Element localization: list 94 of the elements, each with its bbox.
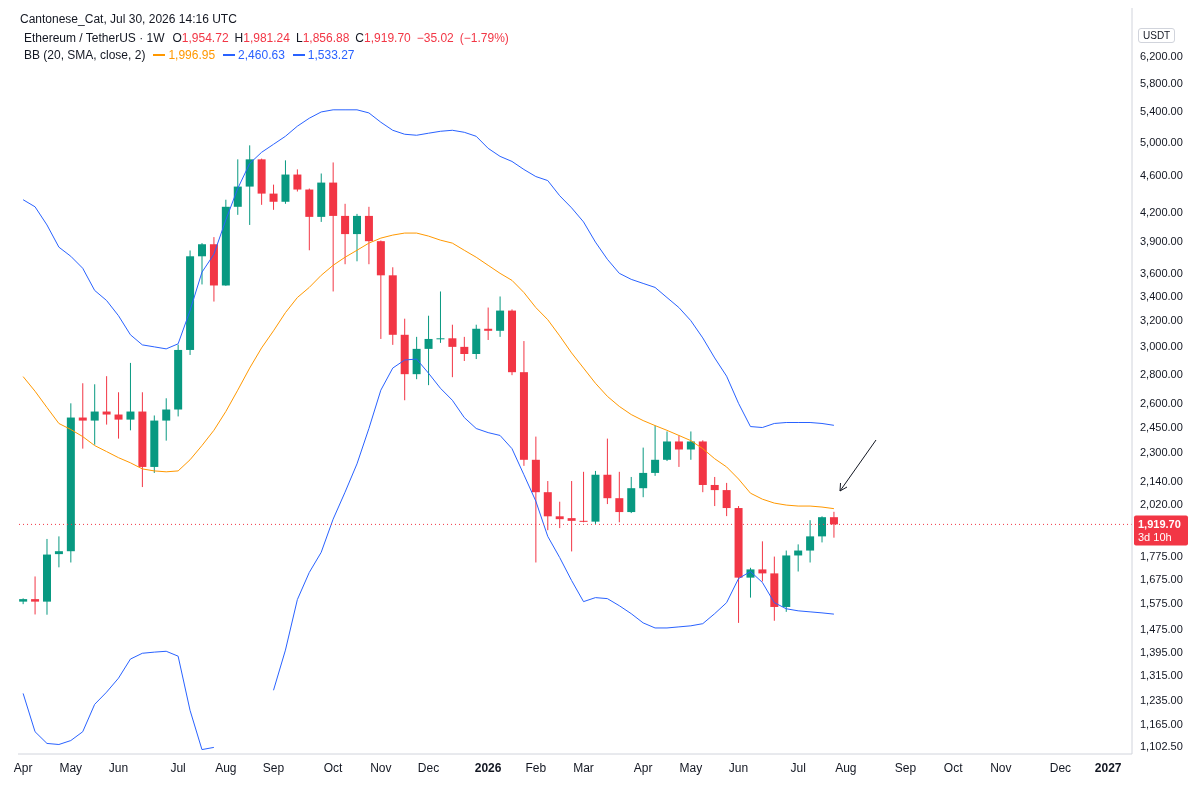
candlestick <box>353 213 362 262</box>
x-tick-label: Mar <box>573 761 594 775</box>
x-tick-label: Feb <box>525 761 547 775</box>
line-series <box>22 232 835 510</box>
candlestick <box>710 476 719 507</box>
text: O1,954.72 H1,981.24 L1,856.88 C1,919.70 −35.02 (−1.79%) <box>172 31 509 45</box>
y-tick-label: 3,400.00 <box>1140 290 1183 303</box>
x-tick-label: 2026 <box>474 761 502 775</box>
x-tick-label: Jun <box>108 761 129 775</box>
y-tick-label: 3,000.00 <box>1140 340 1183 353</box>
y-tick-label: 1,575.00 <box>1140 597 1183 610</box>
candlestick <box>615 471 624 523</box>
candlestick <box>269 184 278 211</box>
candlestick <box>674 434 683 468</box>
candlestick <box>758 540 767 582</box>
x-tick-label: Aug <box>215 761 237 775</box>
x-tick-label: Nov <box>990 761 1012 775</box>
legend-label: 1,533.27 <box>307 48 355 62</box>
y-tick-label: 4,200.00 <box>1140 205 1183 218</box>
x-tick-label: Aug <box>835 761 857 775</box>
y-tick-label: 2,800.00 <box>1140 367 1183 380</box>
candlestick <box>31 575 40 615</box>
candlestick <box>233 158 242 216</box>
line-series <box>22 109 835 429</box>
candlestick <box>496 295 505 338</box>
candlestick <box>293 168 302 193</box>
candlestick <box>579 471 588 523</box>
legend-title: BB (20, SMA, close, 2) <box>24 48 146 62</box>
y-tick-label: 3,900.00 <box>1140 235 1183 248</box>
y-axis-title: USDT <box>1143 30 1171 41</box>
candlestick <box>818 515 827 543</box>
y-tick-label: 2,600.00 <box>1140 397 1183 410</box>
y-tick-label: 2,450.00 <box>1140 420 1183 433</box>
y-tick-label: 1,675.00 <box>1140 572 1183 585</box>
x-tick-label: Jul <box>790 761 806 775</box>
y-tick-label: 2,020.00 <box>1140 497 1183 510</box>
x-tick-label: Sep <box>262 761 285 775</box>
candlestick <box>19 597 28 605</box>
y-tick-label: 5,000.00 <box>1140 136 1183 149</box>
candlestick <box>78 382 87 450</box>
y-tick-label: 5,400.00 <box>1140 105 1183 118</box>
x-tick-label: Apr <box>13 761 33 775</box>
y-tick-label: 1,165.00 <box>1140 717 1183 730</box>
text: Ethereum / TetherUS · 1W <box>24 31 165 45</box>
y-tick-label: 4,600.00 <box>1140 169 1183 182</box>
candlestick <box>126 362 135 431</box>
y-tick-label: 3,600.00 <box>1140 267 1183 280</box>
candlestick <box>603 438 612 505</box>
x-tick-label: May <box>679 761 703 775</box>
candlestick <box>162 397 171 442</box>
y-tick-label: 5,800.00 <box>1140 76 1183 89</box>
candlestick <box>198 242 206 285</box>
x-tick-label: May <box>59 761 83 775</box>
x-tick-label: Sep <box>894 761 917 775</box>
candlestick <box>424 315 433 386</box>
candlestick <box>484 307 493 341</box>
y-tick-label: 3,200.00 <box>1140 314 1183 327</box>
candlestick <box>102 375 111 426</box>
candlestick <box>460 336 469 362</box>
candlestick <box>651 425 660 477</box>
x-tick-label: Jun <box>728 761 749 775</box>
candlestick <box>639 447 648 498</box>
annotation: Cantonese_Cat, Jul 30, 2026 14:16 UTC <box>20 12 237 26</box>
candlestick <box>627 476 636 514</box>
x-tick-label: 2027 <box>1094 761 1122 775</box>
y-tick-label: 1,775.00 <box>1140 549 1183 562</box>
x-tick-label: Apr <box>633 761 653 775</box>
candlestick <box>448 324 457 378</box>
y-tick-label: 1,315.00 <box>1140 669 1183 682</box>
candlestick <box>806 519 815 563</box>
candlestick <box>722 482 731 517</box>
x-tick-label: Oct <box>323 761 344 775</box>
y-tick-label: 6,200.00 <box>1140 50 1183 63</box>
y-tick-label: 1,475.00 <box>1140 623 1183 636</box>
x-tick-label: Oct <box>943 761 964 775</box>
y-tick-label: 1,395.00 <box>1140 645 1183 658</box>
legend-label: 2,460.63 <box>238 48 285 62</box>
candlestick <box>663 430 672 462</box>
y-tick-label: 1,235.00 <box>1140 694 1183 707</box>
candlestick <box>90 383 99 446</box>
x-tick-label: Nov <box>370 761 392 775</box>
legend-label: 1,996.95 <box>168 48 216 62</box>
candlestick <box>436 290 445 344</box>
x-tick-label: Dec <box>1049 761 1072 775</box>
x-tick-label: Jul <box>170 761 186 775</box>
candlestick <box>54 535 63 568</box>
candlestick <box>341 203 350 265</box>
y-tick-label: 1,102.50 <box>1140 739 1183 752</box>
x-tick-label: Dec <box>417 761 440 775</box>
ref-line-label: 1,919.70 3d 10h <box>1138 518 1181 544</box>
y-tick-label: 2,140.00 <box>1140 474 1183 487</box>
candlestick <box>114 391 123 440</box>
y-tick-label: 2,300.00 <box>1140 446 1183 459</box>
candlestick <box>686 430 695 461</box>
